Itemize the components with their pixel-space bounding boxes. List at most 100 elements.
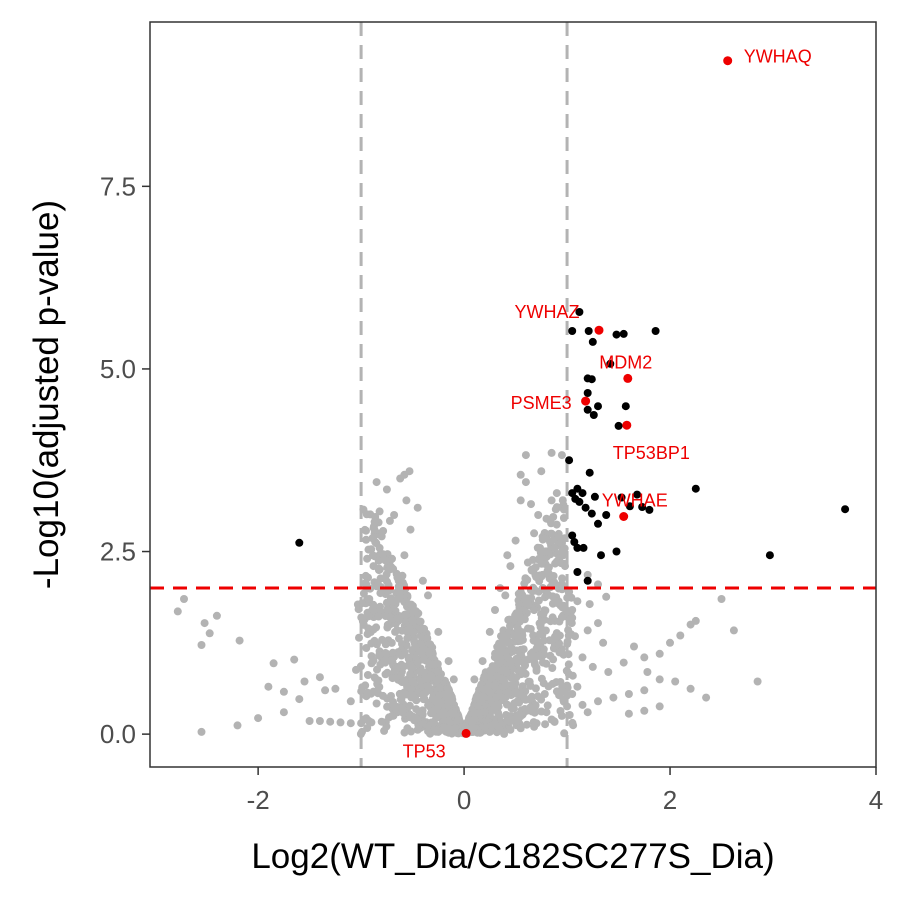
nonsignificant-point [583, 708, 592, 717]
significant-point [619, 329, 628, 338]
y-tick-label: 5.0 [100, 354, 136, 384]
nonsignificant-point [519, 667, 528, 676]
nonsignificant-point [501, 648, 510, 657]
nonsignificant-point [549, 572, 558, 580]
nonsignificant-point [472, 693, 481, 702]
nonsignificant-point [391, 627, 400, 636]
nonsignificant-point [547, 448, 556, 457]
nonsignificant-point [480, 708, 489, 717]
nonsignificant-point [535, 554, 544, 563]
nonsignificant-point [365, 595, 374, 603]
nonsignificant-point [197, 641, 206, 649]
highlighted-points [461, 56, 733, 738]
significant-point [612, 547, 621, 556]
nonsignificant-point [362, 510, 371, 519]
nonsignificant-point [495, 639, 504, 648]
nonsignificant-point [691, 616, 700, 625]
nonsignificant-point [538, 535, 547, 544]
significant-point [575, 308, 584, 316]
gene-label: TP53 [403, 741, 446, 761]
nonsignificant-point [521, 695, 530, 704]
nonsignificant-point [409, 678, 418, 687]
nonsignificant-point [630, 642, 638, 651]
nonsignificant-point [640, 686, 649, 695]
nonsignificant-point [540, 547, 549, 556]
nonsignificant-point [385, 516, 394, 525]
nonsignificant-point [315, 673, 324, 682]
nonsignificant-point [197, 727, 206, 736]
nonsignificant-point [594, 619, 602, 628]
nonsignificant-point [543, 701, 552, 710]
gene-label: YWHAZ [515, 302, 580, 322]
nonsignificant-point [583, 626, 592, 635]
nonsignificant-point [387, 656, 396, 665]
nonsignificant-point [542, 514, 551, 523]
nonsignificant-point [454, 716, 463, 724]
y-tick-label: 2.5 [100, 537, 136, 567]
nonsignificant-point [470, 675, 479, 684]
nonsignificant-point [400, 676, 409, 685]
nonsignificant-point [521, 478, 530, 487]
nonsignificant-point [526, 625, 535, 633]
nonsignificant-point [381, 640, 390, 649]
nonsignificant-point [411, 640, 419, 649]
gene-label: YWHAQ [744, 47, 812, 67]
significant-point [614, 421, 623, 430]
nonsignificant-point [378, 550, 387, 559]
nonsignificant-point [534, 511, 543, 519]
nonsignificant-point [346, 697, 355, 706]
nonsignificant-point [408, 712, 417, 721]
nonsignificant-point [583, 570, 592, 579]
nonsignificant-point [485, 727, 494, 736]
nonsignificant-point [379, 527, 388, 535]
background-points [173, 448, 762, 738]
nonsignificant-point [534, 596, 543, 605]
nonsignificant-point [516, 588, 525, 597]
nonsignificant-point [558, 574, 567, 583]
nonsignificant-point [594, 580, 602, 589]
nonsignificant-point [212, 611, 221, 620]
nonsignificant-point [363, 554, 372, 563]
nonsignificant-point [363, 724, 372, 732]
nonsignificant-point [542, 569, 551, 578]
nonsignificant-point [391, 704, 400, 713]
x-axis: -2 0 2 4 [247, 767, 883, 815]
nonsignificant-point [403, 724, 412, 733]
nonsignificant-point [521, 574, 530, 583]
nonsignificant-point [578, 700, 587, 709]
nonsignificant-point [336, 718, 345, 727]
nonsignificant-point [424, 701, 433, 710]
nonsignificant-point [468, 717, 477, 726]
nonsignificant-point [368, 551, 377, 560]
highlighted-point [461, 728, 471, 738]
nonsignificant-point [729, 626, 738, 635]
nonsignificant-point [367, 545, 376, 554]
nonsignificant-point [356, 730, 365, 738]
nonsignificant-point [537, 467, 546, 476]
significant-point [621, 402, 630, 411]
nonsignificant-point [388, 674, 397, 683]
nonsignificant-point [552, 489, 561, 498]
nonsignificant-point [604, 668, 613, 676]
nonsignificant-point [573, 682, 582, 691]
nonsignificant-point [519, 645, 528, 654]
significant-point [585, 468, 594, 477]
nonsignificant-point [516, 724, 525, 733]
significant-point [606, 359, 615, 368]
nonsignificant-point [549, 513, 558, 521]
nonsignificant-point [599, 638, 608, 647]
nonsignificant-point [449, 675, 458, 684]
significant-point [590, 492, 599, 501]
nonsignificant-point [450, 724, 459, 733]
nonsignificant-point [305, 717, 314, 725]
significant-point [573, 568, 582, 576]
nonsignificant-point [547, 496, 556, 505]
nonsignificant-point [388, 554, 396, 563]
nonsignificant-point [406, 690, 415, 699]
nonsignificant-point [548, 679, 557, 688]
nonsignificant-point [434, 627, 443, 636]
nonsignificant-point [395, 634, 403, 643]
nonsignificant-point [541, 606, 550, 615]
nonsignificant-point [573, 597, 582, 606]
